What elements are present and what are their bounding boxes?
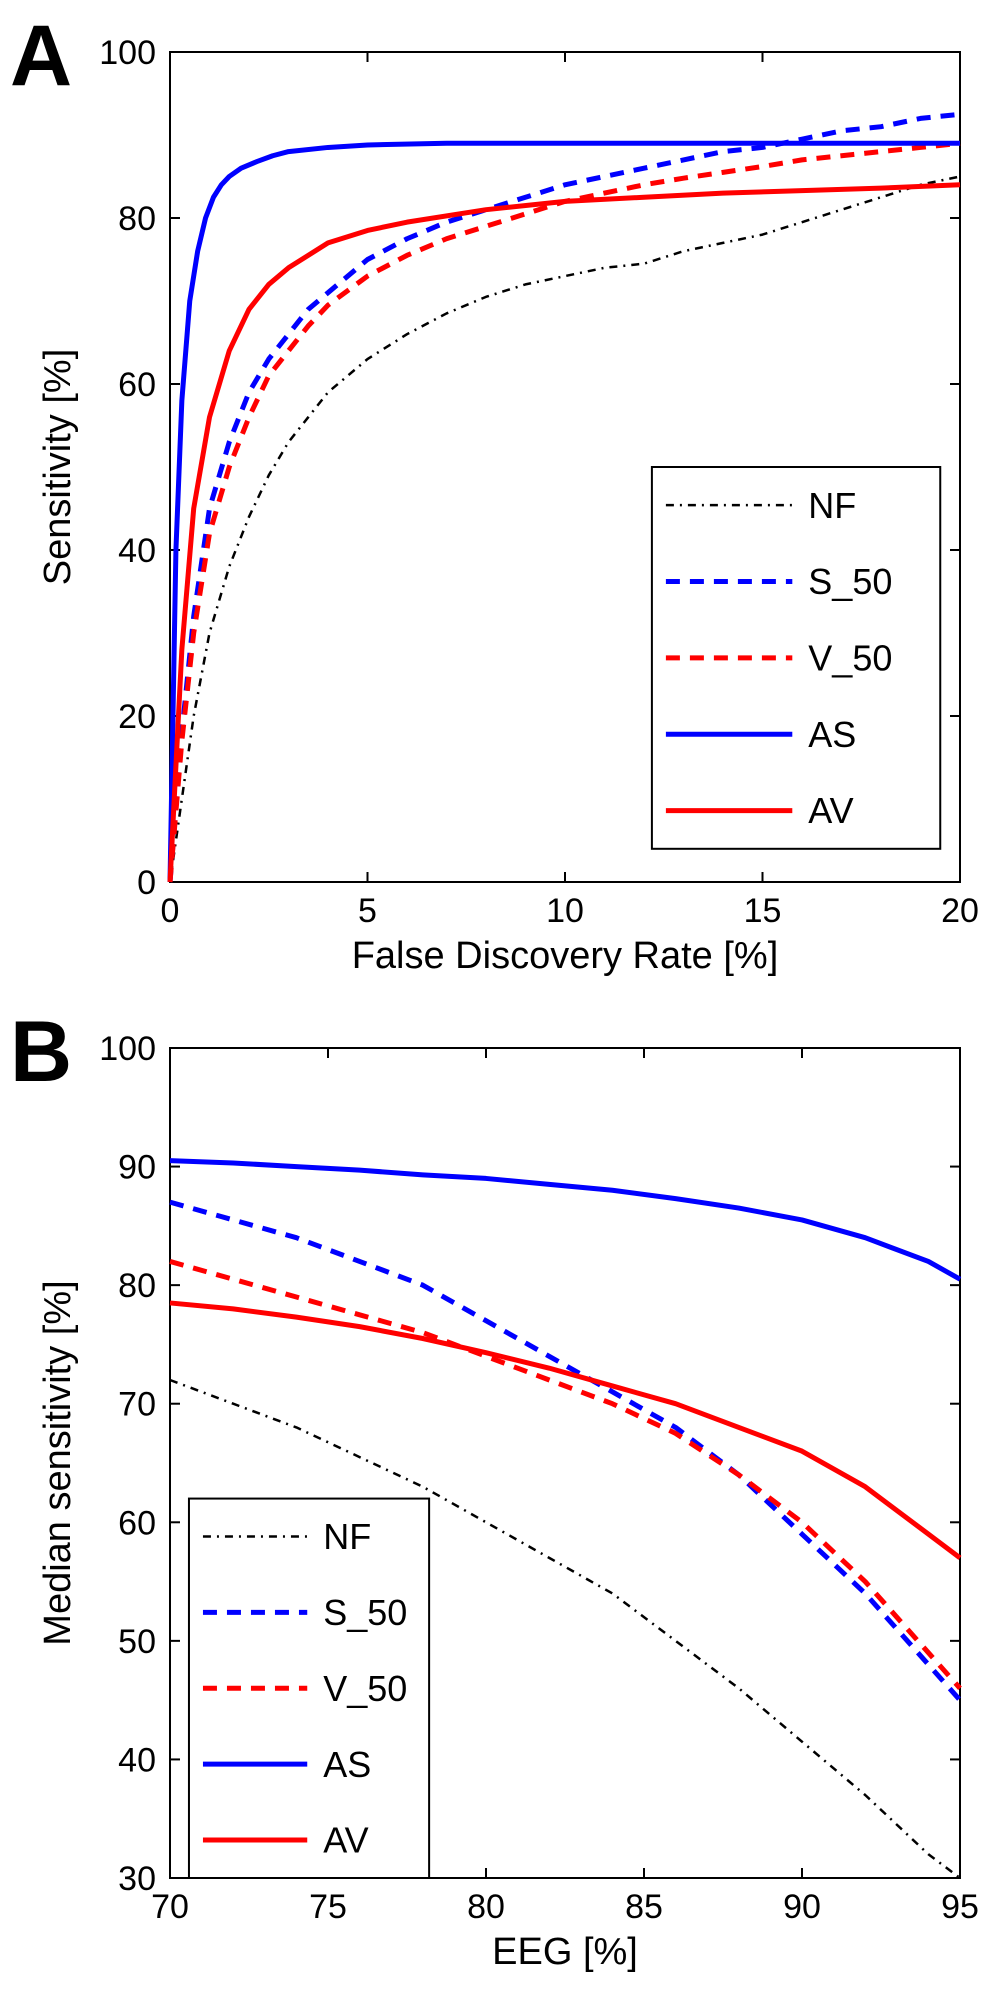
svg-text:80: 80 (118, 1267, 156, 1305)
svg-text:75: 75 (309, 1888, 347, 1926)
svg-text:EEG [%]: EEG [%] (492, 1931, 638, 1973)
svg-text:90: 90 (118, 1149, 156, 1187)
svg-text:70: 70 (151, 1888, 189, 1926)
svg-text:30: 30 (118, 1860, 156, 1898)
legend: NF S_50 V_50 AS AV (189, 1499, 429, 1878)
svg-text:60: 60 (118, 1504, 156, 1542)
svg-text:NF: NF (323, 1516, 371, 1557)
svg-text:90: 90 (783, 1888, 821, 1926)
svg-text:95: 95 (941, 1888, 979, 1926)
svg-text:AS: AS (323, 1744, 371, 1785)
panel-b-chart: 70 75 80 85 90 95 30 40 50 60 70 80 90 100 EEG [%] Medi… (0, 0, 1004, 1998)
svg-text:Median sensitivity [%]: Median sensitivity [%] (37, 1280, 79, 1645)
svg-text:50: 50 (118, 1623, 156, 1661)
svg-text:70: 70 (118, 1386, 156, 1424)
svg-text:S_50: S_50 (323, 1592, 407, 1633)
svg-text:V_50: V_50 (323, 1668, 407, 1709)
figure: A 05101520020406080100False Discovery Ra… (0, 0, 1004, 1972)
svg-text:80: 80 (467, 1888, 505, 1926)
svg-text:AV: AV (323, 1820, 368, 1861)
svg-text:100: 100 (99, 1030, 156, 1068)
svg-text:85: 85 (625, 1888, 663, 1926)
svg-text:40: 40 (118, 1741, 156, 1779)
